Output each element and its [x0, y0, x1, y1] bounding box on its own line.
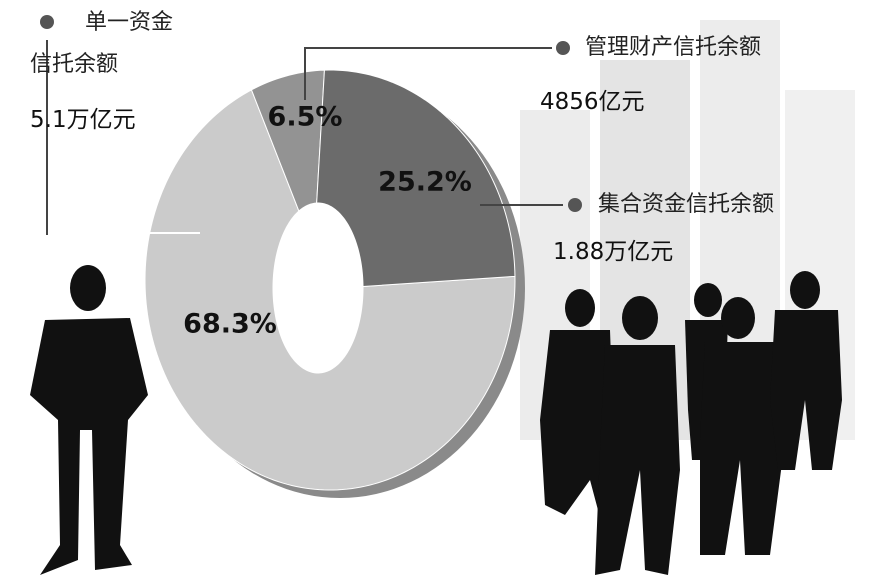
amount-label: 4856亿元 — [540, 82, 645, 116]
amount-label: 1.88万亿元 — [553, 232, 673, 266]
value-label: 25.2% — [378, 167, 472, 198]
page: 68.3%6.5%25.2% 单一资金信托余额 5.1万亿元 管理财产信托余额 … — [0, 0, 882, 587]
man-left — [30, 265, 148, 575]
category-label: 单一资金信托余额 — [30, 2, 180, 86]
bullet — [556, 41, 570, 55]
bullet — [568, 198, 582, 212]
group-right — [540, 271, 842, 575]
value-label: 6.5% — [268, 102, 343, 133]
category-label: 集合资金信托余额 — [598, 184, 774, 226]
value-label: 68.3% — [183, 309, 277, 340]
donut: 68.3% 6.5% 25.2% — [145, 70, 525, 498]
chart: 68.3% 6.5% 25.2% — [0, 0, 882, 587]
amount-label: 5.1万亿元 — [30, 100, 136, 134]
donut-hole — [273, 203, 363, 373]
category-label: 管理财产信托余额 — [585, 27, 761, 69]
